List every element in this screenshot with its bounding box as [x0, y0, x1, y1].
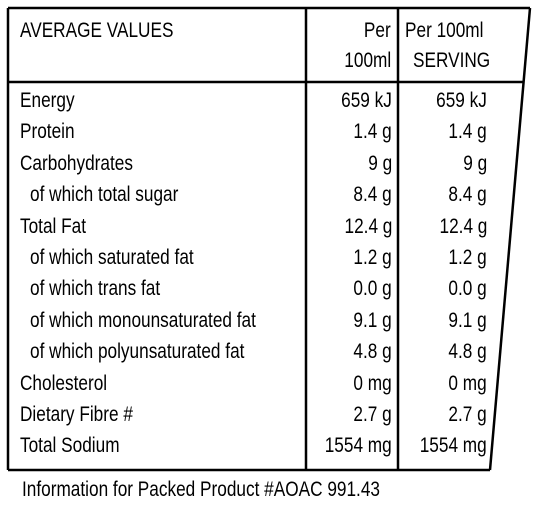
nutrient-name: Dietary Fibre #: [20, 403, 133, 426]
nutrient-name: of which saturated fat: [30, 246, 194, 269]
footnote: Information for Packed Product #AOAC 991…: [22, 478, 380, 501]
per-serving-value: 0.0 g: [448, 277, 487, 301]
per-100ml-value: 9 g: [368, 151, 392, 175]
per-100ml-value: 659 kJ: [341, 89, 392, 112]
nutrient-name: Carbohydrates: [20, 151, 133, 175]
header-serving-line1: Per 100ml: [405, 19, 484, 42]
per-serving-value: 4.8 g: [448, 340, 487, 364]
per-100ml-value: 12.4 g: [344, 214, 392, 238]
per-100ml-value: 9.1 g: [353, 308, 392, 332]
per-100ml-value: 1.4 g: [353, 120, 392, 144]
nutrient-name: Cholesterol: [20, 371, 108, 395]
per-100ml-value: 0.0 g: [353, 277, 392, 301]
nutrient-name: Energy: [20, 89, 75, 112]
nutrient-name: of which trans fat: [30, 277, 161, 301]
per-serving-value: 1554 mg: [419, 434, 487, 458]
per-serving-value: 9 g: [463, 151, 487, 175]
nutrient-name: of which monounsaturated fat: [30, 308, 256, 332]
header-per-100ml-line1: Per: [364, 19, 391, 42]
per-100ml-value: 1554 mg: [324, 434, 392, 458]
nutrient-name: of which total sugar: [30, 183, 179, 207]
per-100ml-value: 0 mg: [353, 371, 392, 395]
per-100ml-value: 8.4 g: [353, 183, 392, 207]
per-100ml-value: 1.2 g: [353, 246, 392, 269]
per-serving-value: 1.4 g: [448, 120, 487, 144]
slanted-right-border: [488, 7, 532, 471]
header-serving-line2: SERVING: [413, 49, 491, 72]
per-100ml-value: 2.7 g: [353, 403, 392, 426]
nutrient-name: Total Sodium: [20, 434, 120, 458]
per-serving-value: 8.4 g: [448, 183, 487, 207]
per-serving-value: 9.1 g: [448, 308, 487, 332]
per-serving-value: 2.7 g: [448, 403, 487, 426]
nutrient-name: of which polyunsaturated fat: [30, 340, 245, 364]
per-serving-value: 659 kJ: [436, 89, 487, 112]
header-per-100ml-line2: 100ml: [344, 49, 391, 72]
per-serving-value: 1.2 g: [448, 246, 487, 269]
per-serving-value: 0 mg: [448, 371, 487, 395]
nutrient-name: Total Fat: [20, 214, 87, 238]
per-serving-value: 12.4 g: [439, 214, 487, 238]
nutrient-name: Protein: [20, 120, 75, 144]
header-title: AVERAGE VALUES: [20, 19, 174, 42]
per-100ml-value: 4.8 g: [353, 340, 392, 364]
